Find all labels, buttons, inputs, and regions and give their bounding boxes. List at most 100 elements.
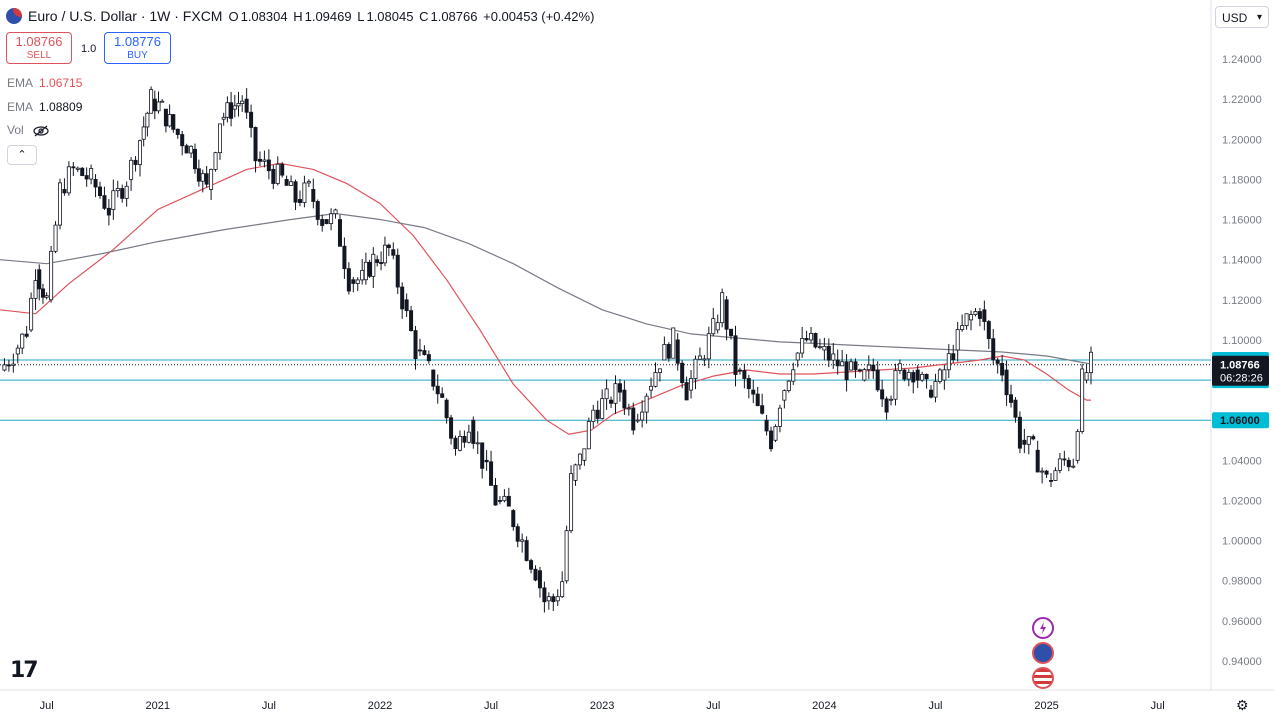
candle-body [769,430,774,450]
candle-body [457,435,462,451]
candle-body [320,219,325,226]
candle-body [920,374,925,381]
candle-body [363,261,368,281]
candle-body [167,114,172,127]
candle-body [209,169,214,190]
candle-body [991,338,996,361]
candle-body [893,370,898,400]
candle-body [933,381,938,398]
candle-body [440,393,445,398]
candle-body [1035,449,1040,473]
ema-slow-line [0,212,1092,365]
candle-body [751,389,756,395]
us-flag-event-icon[interactable] [1032,667,1054,689]
candle-body [189,145,194,154]
candle-body [720,292,725,324]
y-tick-label: 1.18000 [1222,174,1262,186]
candle-body [804,338,809,341]
candle-body [346,268,351,292]
x-tick-label: 2021 [146,700,170,712]
ema-slow-value: 1.08809 [39,100,83,114]
candle-body [617,383,622,393]
candle-body [196,168,201,182]
indicator-ema-slow[interactable]: EMA 1.08809 [7,100,83,114]
eye-hidden-icon[interactable] [33,125,49,137]
sell-button[interactable]: 1.08766 SELL [6,32,72,64]
current-price-label: 1.08766 [1220,360,1260,372]
candle-body [192,148,197,170]
candle-body [431,369,436,387]
eu-flag-event-icon[interactable] [1032,642,1054,664]
candle-body [702,358,707,361]
candle-body [733,335,738,375]
y-tick-label: 0.94000 [1222,656,1262,668]
candle-body [395,254,400,288]
candle-body [371,253,376,277]
indicator-volume[interactable]: Vol [7,123,49,137]
candle-body [204,173,209,185]
order-quantity[interactable]: 1.0 [81,43,97,55]
candle-body [351,279,356,284]
candle-body [225,102,230,118]
buy-button[interactable]: 1.08776 BUY [104,32,171,64]
candle-body [89,168,94,180]
candle-body [982,309,987,322]
candle-body [221,116,226,120]
candles [2,86,1094,613]
candle-body [729,328,734,337]
candle-body [1013,399,1018,418]
candle-body [262,159,267,162]
candle-body [93,178,98,188]
lightning-event-icon[interactable] [1032,617,1054,639]
candle-body [871,364,876,372]
candle-body [560,581,565,598]
candle-body [180,134,185,147]
candle-body [760,405,765,414]
candle-body [311,189,316,202]
candle-body [569,473,574,532]
candle-body [960,325,965,330]
eurusd-flag-icon [6,8,22,24]
candle-body [822,345,827,351]
candle-body [715,322,720,331]
candle-body [475,442,480,445]
candle-body [1000,363,1005,376]
candle-body [662,344,667,361]
currency-select[interactable]: USD [1215,6,1269,29]
buy-price: 1.08776 [114,34,161,49]
tradingview-logo[interactable]: 17 [10,658,39,683]
candle-body [232,105,237,110]
candle-body [666,344,671,359]
candle-body [213,152,218,170]
candle-body [813,333,818,348]
candle-body [400,286,405,310]
candle-body [555,596,560,602]
candle-body [622,389,627,409]
candle-body [577,453,582,466]
candle-body [306,181,311,184]
candle-body [382,244,387,264]
candle-body [711,318,716,335]
candle-body [271,168,276,184]
indicator-ema-fast[interactable]: EMA 1.06715 [7,76,83,90]
settings-gear-icon[interactable]: ⚙ [1236,697,1249,713]
candle-body [955,329,960,351]
candle-body [129,159,134,180]
candle-body [115,188,120,192]
x-tick-label: 2024 [812,700,836,712]
collapse-legend-button[interactable]: ⌃ [7,145,37,165]
candle-body [529,560,534,570]
candle-body [1004,369,1009,396]
candle-body [413,330,418,359]
sell-label: SELL [26,50,52,61]
candle-body [149,89,154,114]
candle-body [684,382,689,401]
candle-body [391,249,396,256]
candle-body [635,419,640,422]
symbol-title[interactable]: Euro / U.S. Dollar · 1W · FXCM [28,8,223,24]
candle-body [1031,436,1036,440]
candle-body [75,167,80,170]
candle-body [29,297,34,331]
y-tick-label: 0.96000 [1222,616,1262,628]
